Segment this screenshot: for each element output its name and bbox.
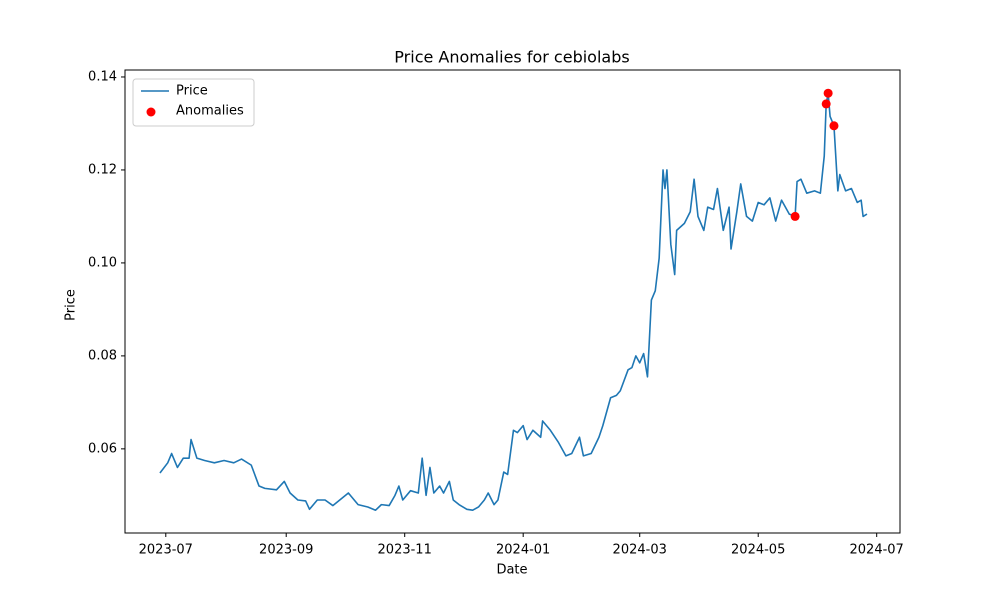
x-tick-label: 2024-03 (613, 543, 667, 558)
anomaly-point (821, 99, 831, 109)
x-tick-label: 2024-01 (496, 543, 550, 558)
x-tick-label: 2023-07 (139, 543, 193, 558)
y-axis-label: Price (64, 289, 79, 321)
y-tick-label: 0.10 (88, 255, 117, 270)
legend-label: Anomalies (176, 104, 244, 119)
x-tick-label: 2023-09 (259, 543, 313, 558)
x-tick-label: 2023-11 (378, 543, 432, 558)
x-tick-label: 2024-07 (850, 543, 904, 558)
price-line (159, 92, 868, 512)
plot-frame (124, 69, 901, 534)
y-tick-label: 0.08 (88, 348, 117, 363)
y-tick-label: 0.12 (88, 162, 117, 177)
y-tick-label: 0.06 (88, 441, 117, 456)
anomaly-point (823, 88, 833, 98)
chart-title: Price Anomalies for cebiolabs (394, 48, 629, 67)
x-axis-label: Date (496, 563, 527, 578)
anomaly-point (829, 121, 839, 131)
legend-label: Price (176, 84, 208, 99)
legend: Price Anomalies (132, 78, 255, 127)
x-tick-label: 2024-05 (731, 543, 785, 558)
legend-marker (146, 107, 156, 117)
anomaly-point (790, 211, 800, 221)
y-tick-label: 0.14 (88, 69, 117, 84)
